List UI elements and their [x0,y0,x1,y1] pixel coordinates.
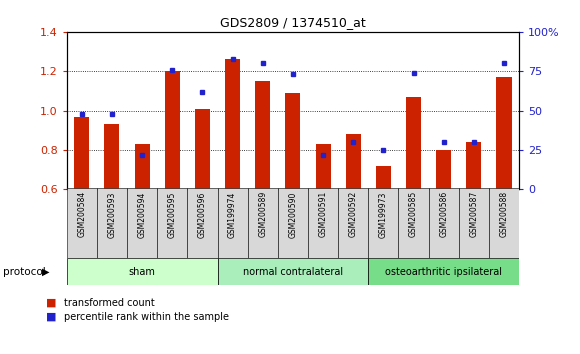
Bar [489,188,519,258]
Text: GSM200591: GSM200591 [318,191,328,238]
Text: GSM200593: GSM200593 [107,191,117,238]
Bar [97,188,127,258]
Text: GSM199974: GSM199974 [228,191,237,238]
Bar [135,144,150,189]
Bar [496,77,512,189]
Text: ■: ■ [46,312,57,322]
Bar [157,188,187,258]
Bar [429,188,459,258]
Text: normal contralateral: normal contralateral [243,267,343,277]
Text: sham: sham [129,267,155,277]
Bar [316,144,331,189]
Bar [466,142,481,189]
Bar [67,258,218,285]
Title: GDS2809 / 1374510_at: GDS2809 / 1374510_at [220,16,366,29]
Bar [436,150,451,189]
Bar [368,188,398,258]
Text: GSM200586: GSM200586 [439,191,448,238]
Text: GSM200585: GSM200585 [409,191,418,238]
Bar [308,188,338,258]
Text: ■: ■ [46,298,57,308]
Bar [255,81,270,189]
Text: GSM200589: GSM200589 [258,191,267,238]
Bar [406,97,421,189]
Text: transformed count: transformed count [64,298,154,308]
Text: GSM200588: GSM200588 [499,191,509,237]
Text: percentile rank within the sample: percentile rank within the sample [64,312,229,322]
Bar [74,116,89,189]
Bar [195,109,210,189]
Bar [165,71,180,189]
Bar [248,188,278,258]
Text: GSM200584: GSM200584 [77,191,86,238]
Text: osteoarthritic ipsilateral: osteoarthritic ipsilateral [385,267,502,277]
Bar [104,124,119,189]
Text: GSM200594: GSM200594 [137,191,147,238]
Bar [278,188,308,258]
Bar [187,188,218,258]
Bar [459,188,489,258]
Bar [398,188,429,258]
Text: GSM200596: GSM200596 [198,191,207,238]
Text: GSM200587: GSM200587 [469,191,478,238]
Text: GSM200590: GSM200590 [288,191,298,238]
Bar [338,188,368,258]
Bar [376,166,391,189]
Bar [127,188,157,258]
Text: GSM200595: GSM200595 [168,191,177,238]
Bar [218,188,248,258]
Bar [368,258,519,285]
Text: protocol: protocol [3,267,46,277]
Bar [225,59,240,189]
Text: GSM200592: GSM200592 [349,191,358,238]
Text: GSM199973: GSM199973 [379,191,388,238]
Bar [218,258,368,285]
Text: ▶: ▶ [42,267,49,277]
Bar [67,188,97,258]
Bar [285,93,300,189]
Bar [346,134,361,189]
